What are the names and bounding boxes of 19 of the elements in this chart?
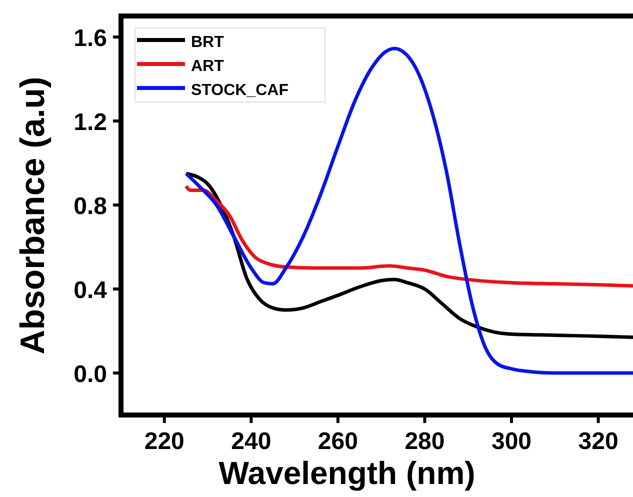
x-tick-label: 240 — [231, 428, 272, 455]
x-tick-label: 280 — [404, 428, 445, 455]
x-tick-label: 300 — [491, 428, 532, 455]
x-tick-label: 260 — [318, 428, 358, 455]
legend-label: BRT — [191, 34, 224, 51]
line-series — [184, 172, 633, 340]
x-axis-title: Wavelength (nm) — [218, 455, 476, 491]
y-tick-label: 0.4 — [74, 277, 108, 304]
legend-label: STOCK_CAF — [191, 82, 289, 99]
y-axis-title: Absorbance (a.u) — [14, 76, 52, 354]
y-tick-label: 0.0 — [74, 361, 107, 388]
line-series — [184, 184, 633, 288]
legend-label: ART — [191, 58, 224, 75]
y-tick-label: 1.6 — [74, 25, 107, 52]
line-series — [184, 46, 633, 375]
y-tick-label: 0.8 — [74, 193, 107, 220]
x-tick-label: 320 — [578, 428, 618, 455]
x-tick-label: 220 — [144, 428, 184, 455]
y-tick-label: 1.2 — [74, 109, 107, 136]
